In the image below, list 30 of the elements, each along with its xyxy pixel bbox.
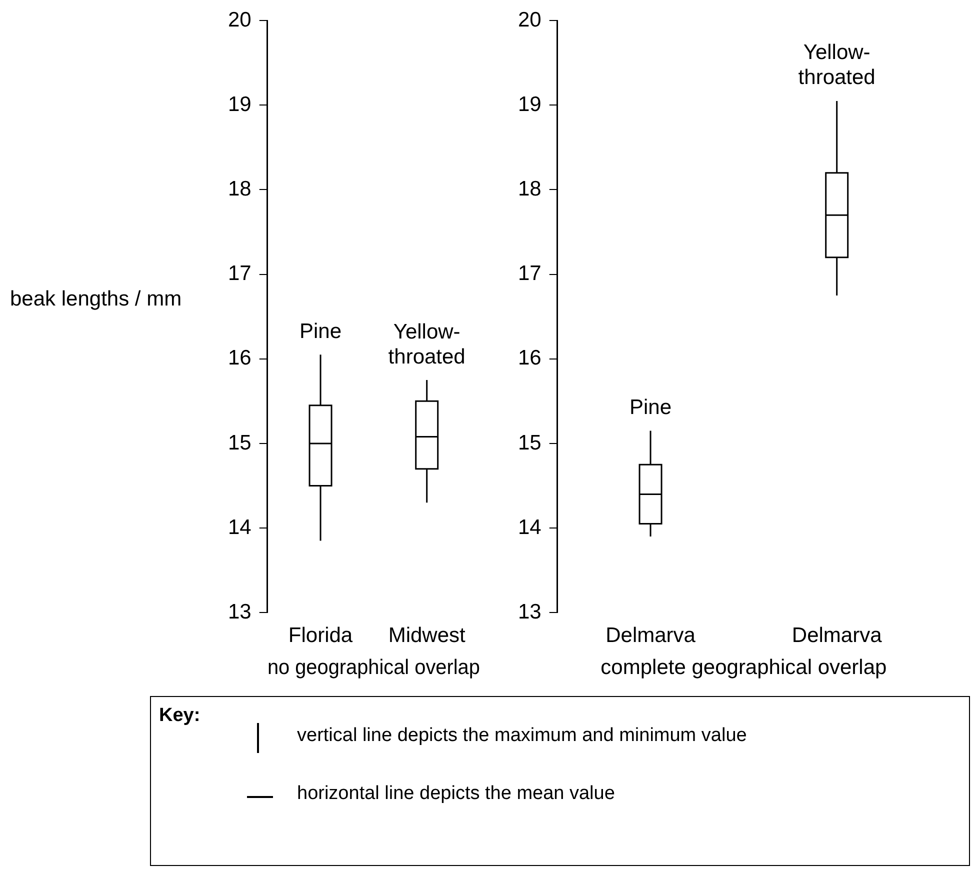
y-tick-label: 19 bbox=[518, 92, 542, 116]
x-tick-label: Delmarva bbox=[792, 624, 882, 647]
annotation: Yellow- throated bbox=[798, 41, 876, 90]
text: vertical line depicts the maximum and minimum value bbox=[297, 725, 747, 747]
x-axis-title: complete geographical overlap bbox=[600, 656, 887, 680]
x-axis-title: no geographical overlap bbox=[267, 656, 480, 680]
annotation: Yellow- throated bbox=[388, 320, 466, 368]
y-tick-label: 15 bbox=[518, 431, 542, 454]
annotation: Pine bbox=[300, 320, 342, 343]
x-tick-label: Delmarva bbox=[606, 624, 696, 647]
y-tick-label: 15 bbox=[228, 431, 252, 454]
y-tick-label: 14 bbox=[518, 516, 542, 539]
y-tick-label: 18 bbox=[518, 178, 542, 201]
text: Key: bbox=[159, 705, 200, 727]
y-tick-label: 14 bbox=[228, 516, 252, 539]
annotation: Pine bbox=[630, 396, 672, 420]
y-tick-label: 18 bbox=[228, 178, 252, 201]
x-tick-label: Midwest bbox=[388, 624, 466, 647]
y-tick-label: 20 bbox=[518, 8, 542, 32]
y-axis-title: beak lengths / mm bbox=[10, 287, 182, 310]
y-tick-label: 13 bbox=[518, 600, 542, 624]
x-tick-label: Florida bbox=[288, 624, 353, 647]
y-tick-label: 13 bbox=[228, 600, 252, 624]
y-tick-label: 17 bbox=[228, 262, 252, 286]
y-tick-label: 17 bbox=[518, 262, 542, 286]
text: horizontal line depicts the mean value bbox=[297, 783, 615, 805]
y-tick-label: 20 bbox=[228, 8, 252, 32]
y-tick-label: 16 bbox=[228, 346, 252, 370]
y-tick-label: 19 bbox=[228, 92, 252, 116]
y-tick-label: 16 bbox=[518, 346, 542, 370]
